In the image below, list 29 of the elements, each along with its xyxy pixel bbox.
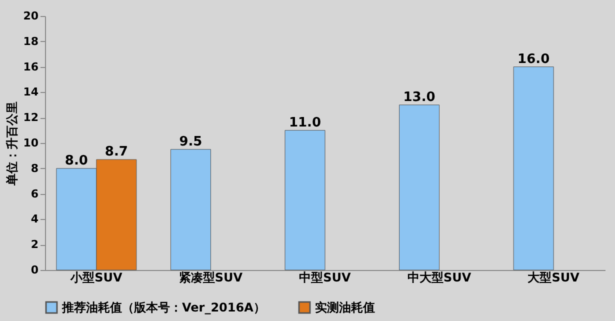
y-tick-label: 14 [23, 86, 39, 99]
x-tick-label: 中大型SUV [407, 270, 472, 284]
data-label: 13.0 [403, 90, 436, 105]
legend-label: 推荐油耗值（版本号：Ver_2016A） [61, 300, 266, 315]
legend-label: 实测油耗值 [315, 300, 375, 315]
data-label: 8.7 [104, 144, 128, 160]
y-tick-label: 2 [30, 238, 38, 252]
bar [513, 66, 554, 270]
y-tick-label: 8 [30, 162, 38, 175]
y-tick-label: 0 [30, 264, 39, 276]
x-tick-label: 紧凑型SUV [178, 270, 244, 284]
x-tick-label: 大型SUV [528, 270, 580, 284]
y-tick-label: 16 [23, 60, 39, 74]
y-tick-label: 4 [30, 212, 39, 226]
y-tick-label: 12 [23, 111, 38, 124]
bar [170, 149, 211, 270]
bar [399, 104, 440, 270]
y-tick-label: 6 [30, 187, 39, 200]
bar [284, 130, 326, 270]
data-label: 9.5 [179, 134, 202, 150]
data-label: 8.0 [64, 153, 88, 168]
y-tick-label: 18 [23, 34, 38, 48]
y-axis-title: 单位：升百公里 [5, 102, 20, 186]
data-label: 11.0 [288, 115, 322, 130]
data-label: 16.0 [518, 52, 550, 67]
y-tick-label: 10 [23, 136, 39, 150]
x-tick-label: 中型SUV [299, 270, 352, 284]
y-tick-label: 20 [23, 10, 39, 22]
x-tick-label: 小型SUV [70, 270, 123, 284]
